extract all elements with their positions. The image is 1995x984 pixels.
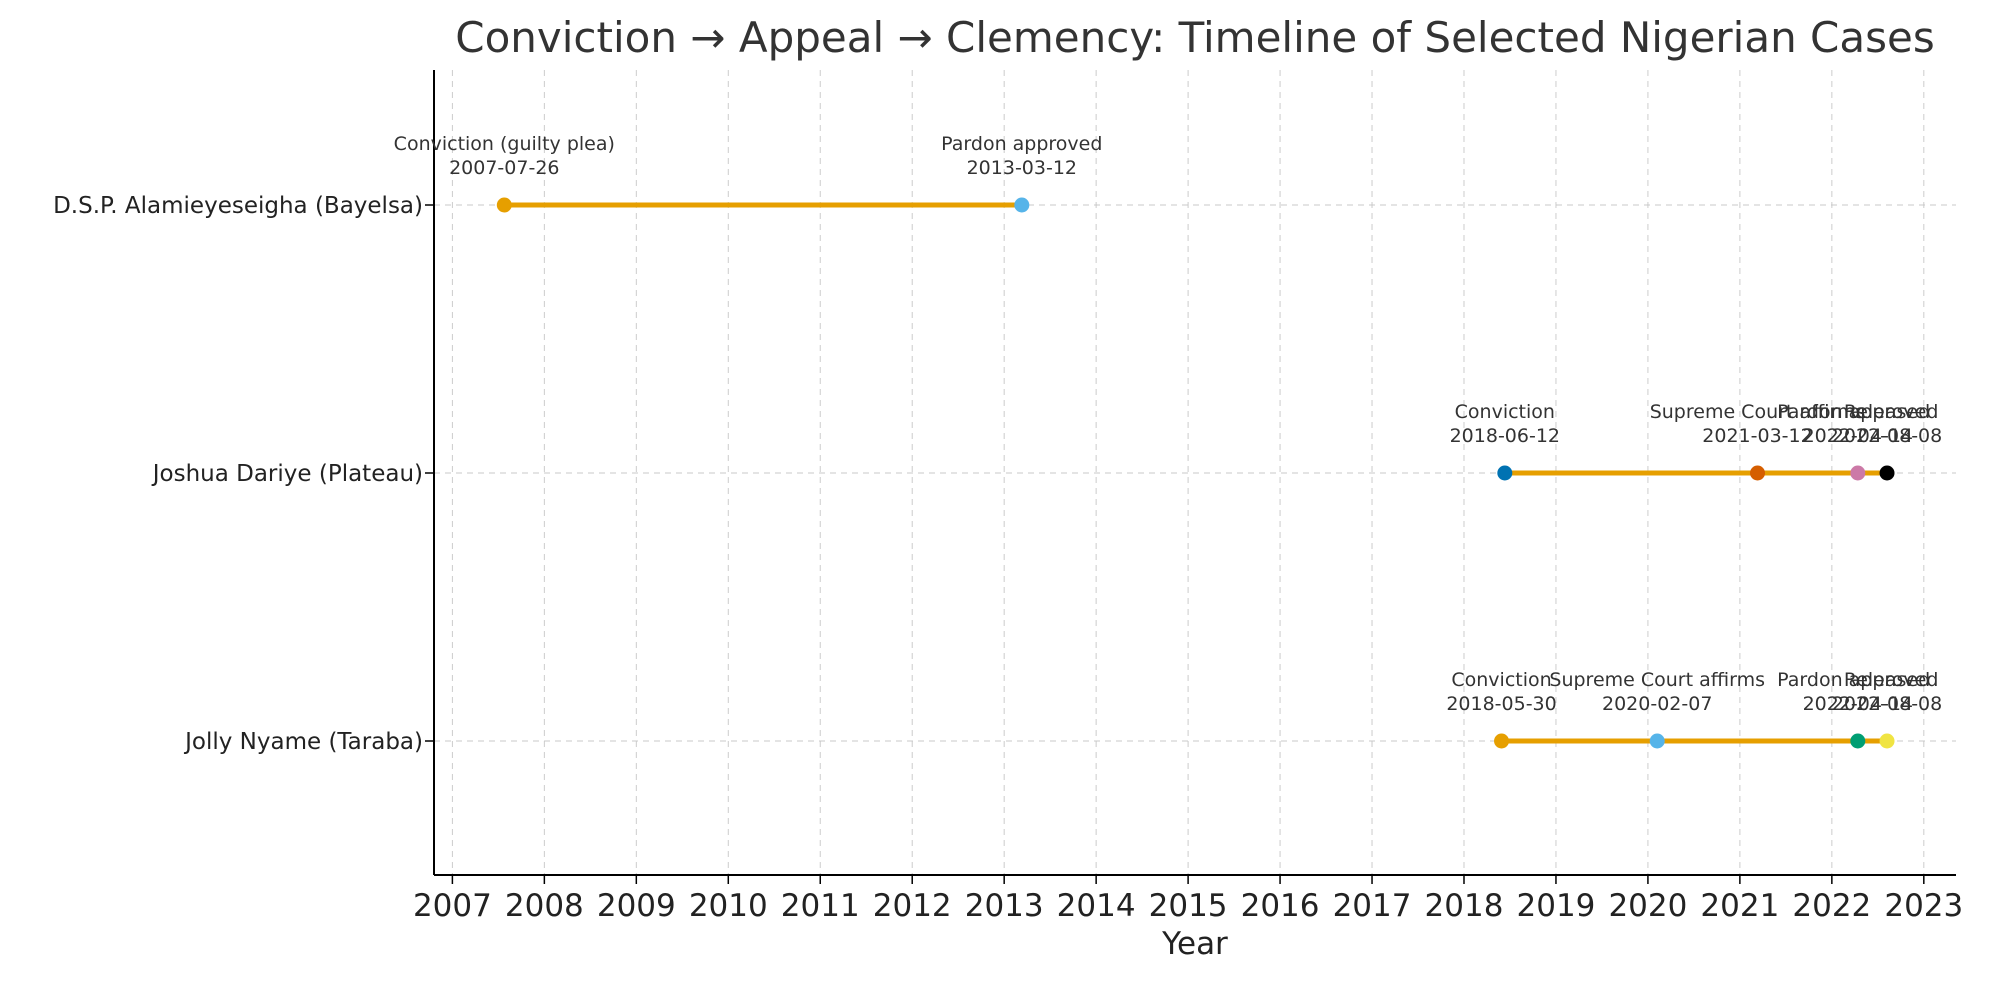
x-tick-label: 2020 (1608, 888, 1687, 924)
y-tick-label: D.S.P. Alamieyeseigha (Bayelsa) (53, 193, 423, 219)
x-tick-label: 2013 (965, 888, 1044, 924)
x-tick-label: 2008 (505, 888, 584, 924)
event-label: Supreme Court affirms (1549, 669, 1765, 691)
chart-title: Conviction → Appeal → Clemency: Timeline… (455, 13, 1934, 62)
event-marker (1494, 733, 1510, 749)
event-date: 2018-06-12 (1450, 425, 1560, 447)
x-tick-label: 2017 (1333, 888, 1412, 924)
event-label: Released (1844, 669, 1930, 691)
event-label: Released (1844, 401, 1930, 423)
event-label: Conviction (1451, 669, 1551, 691)
x-tick-label: 2016 (1241, 888, 1320, 924)
series-layer: Conviction (guilty plea)2007-07-26 Pardon… (394, 133, 1942, 749)
event-date: 2007-07-26 (449, 157, 559, 179)
x-tick-label: 2021 (1700, 888, 1779, 924)
event-date: 2022-04-14 (1803, 693, 1913, 715)
event-date: 2020-02-07 (1602, 693, 1712, 715)
event-marker (1014, 197, 1030, 213)
event-marker (1649, 733, 1665, 749)
x-axis-label: Year (1161, 926, 1228, 962)
event-label: Pardon approved (941, 133, 1102, 155)
event-date: 2021-03-12 (1702, 425, 1812, 447)
x-tick-label: 2015 (1149, 888, 1228, 924)
event-label: Conviction (1455, 401, 1555, 423)
event-date: 2022-04-14 (1803, 425, 1913, 447)
y-tick-label: Joshua Dariye (Plateau) (151, 461, 423, 487)
y-tick-label: Jolly Nyame (Taraba) (183, 729, 423, 755)
event-label: Pardon approved (1777, 669, 1938, 691)
event-date: 2022-08-08 (1832, 693, 1942, 715)
x-tick-label: 2018 (1425, 888, 1504, 924)
x-tick-label: 2010 (689, 888, 768, 924)
event-label: Pardon approved (1777, 401, 1938, 423)
x-tick-layer: 2007 2008 2009 2010 2011 2012 2013 2014 2015 2016… (53, 193, 1963, 924)
event-date: 2022-08-08 (1832, 425, 1942, 447)
x-tick-label: 2007 (413, 888, 492, 924)
event-marker (496, 197, 512, 213)
event-marker (1879, 465, 1895, 481)
event-marker (1879, 733, 1895, 749)
x-tick-label: 2012 (873, 888, 952, 924)
event-marker (1850, 465, 1866, 481)
x-tick-label: 2011 (781, 888, 860, 924)
x-tick-label: 2009 (597, 888, 676, 924)
event-marker (1850, 733, 1866, 749)
x-tick-label: 2014 (1057, 888, 1136, 924)
x-tick-label: 2023 (1884, 888, 1963, 924)
event-label: Conviction (guilty plea) (394, 133, 615, 155)
x-tick-label: 2019 (1517, 888, 1596, 924)
x-tick-label: 2022 (1792, 888, 1871, 924)
event-date: 2013-03-12 (967, 157, 1077, 179)
event-marker (1750, 465, 1766, 481)
event-marker (1497, 465, 1513, 481)
event-date: 2018-05-30 (1446, 693, 1556, 715)
event-label: Supreme Court affirms (1650, 401, 1866, 423)
